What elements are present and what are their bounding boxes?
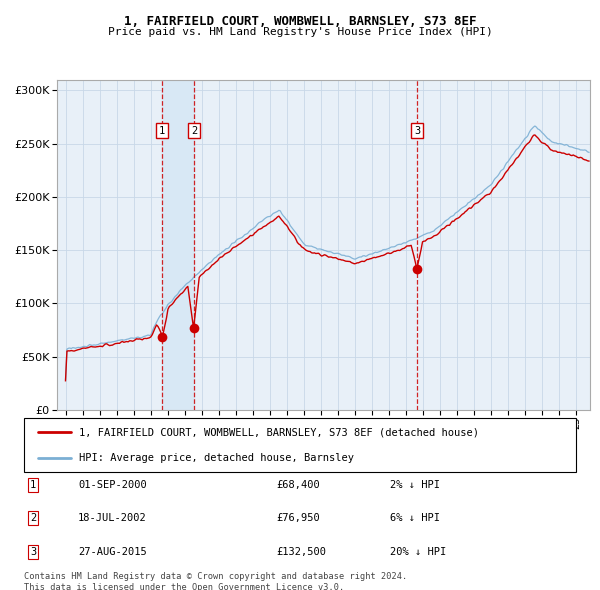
Bar (162, 80, 194, 410)
Text: 2: 2 (191, 126, 197, 136)
Text: 01-SEP-2000: 01-SEP-2000 (78, 480, 147, 490)
Text: 1, FAIRFIELD COURT, WOMBWELL, BARNSLEY, S73 8EF (detached house): 1, FAIRFIELD COURT, WOMBWELL, BARNSLEY, … (79, 427, 479, 437)
Text: £132,500: £132,500 (276, 547, 326, 556)
Text: Price paid vs. HM Land Registry's House Price Index (HPI): Price paid vs. HM Land Registry's House … (107, 27, 493, 37)
Text: 1: 1 (159, 126, 165, 136)
Text: 2: 2 (30, 513, 36, 523)
Text: 2% ↓ HPI: 2% ↓ HPI (390, 480, 440, 490)
Text: £68,400: £68,400 (276, 480, 320, 490)
Text: Contains HM Land Registry data © Crown copyright and database right 2024.
This d: Contains HM Land Registry data © Crown c… (24, 572, 407, 590)
Text: 1, FAIRFIELD COURT, WOMBWELL, BARNSLEY, S73 8EF: 1, FAIRFIELD COURT, WOMBWELL, BARNSLEY, … (124, 15, 476, 28)
Text: 1: 1 (30, 480, 36, 490)
Text: 18-JUL-2002: 18-JUL-2002 (78, 513, 147, 523)
FancyBboxPatch shape (24, 418, 576, 472)
Text: 3: 3 (414, 126, 420, 136)
Text: 6% ↓ HPI: 6% ↓ HPI (390, 513, 440, 523)
Text: £76,950: £76,950 (276, 513, 320, 523)
Text: 3: 3 (30, 547, 36, 556)
Text: 20% ↓ HPI: 20% ↓ HPI (390, 547, 446, 556)
Text: 27-AUG-2015: 27-AUG-2015 (78, 547, 147, 556)
Text: HPI: Average price, detached house, Barnsley: HPI: Average price, detached house, Barn… (79, 454, 354, 463)
